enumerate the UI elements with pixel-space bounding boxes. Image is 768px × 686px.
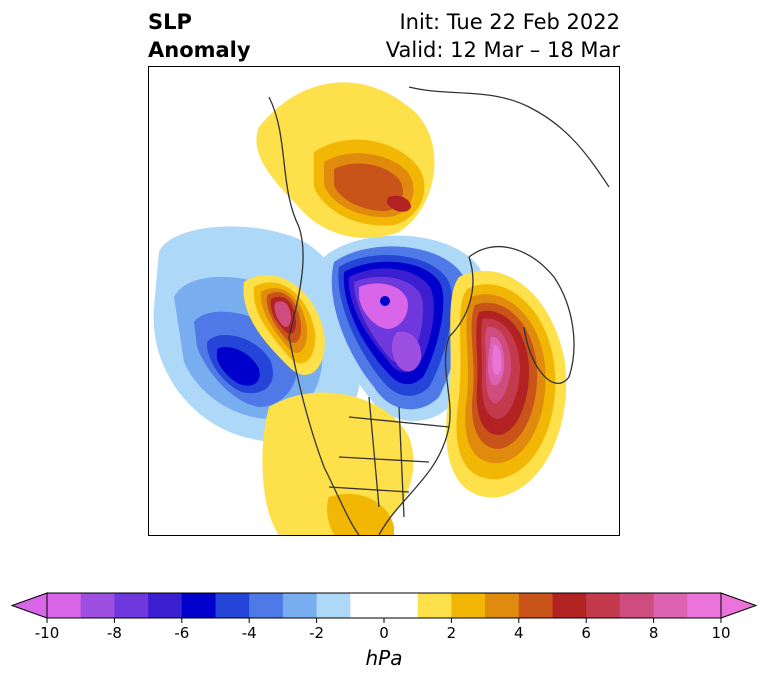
init-date: Init: Tue 22 Feb 2022 <box>399 10 620 34</box>
colorbar-cell <box>653 593 688 618</box>
colorbar-cell <box>417 593 452 618</box>
title-line-anomaly: Anomaly <box>148 38 251 62</box>
colorbar-cell <box>350 593 385 618</box>
map-svg <box>153 82 610 535</box>
colorbar-cell <box>282 593 318 618</box>
colorbar-cell <box>518 593 553 618</box>
colorbar-cell <box>249 593 284 618</box>
colorbar-tick-label: -4 <box>242 624 257 640</box>
colorbar-tick-label: -8 <box>107 624 122 640</box>
scandinavia-high <box>256 82 435 238</box>
colorbar-cell <box>316 593 351 618</box>
colorbar-cell <box>80 593 115 618</box>
colorbar-extend-max <box>720 592 758 619</box>
colorbar-cell <box>687 593 722 618</box>
colorbar-units: hPa <box>365 646 403 670</box>
chart-title-variable: SLP Anomaly <box>148 8 251 64</box>
colorbar-cell <box>181 593 216 618</box>
colorbar-tick-label: 6 <box>581 624 591 640</box>
valid-range: Valid: 12 Mar – 18 Mar <box>385 38 620 62</box>
greenland-high <box>446 270 567 498</box>
arctic-low <box>320 235 484 421</box>
colorbar-tick-label: 4 <box>514 624 524 640</box>
colorbar-cell <box>451 593 486 618</box>
colorbar-cell <box>586 593 621 618</box>
conus-ridge <box>262 392 414 535</box>
colorbar-cell <box>215 593 250 618</box>
alaska-high <box>243 275 325 375</box>
colorbar-tick-label: 2 <box>447 624 457 640</box>
colorbar-extend-min <box>10 592 48 619</box>
colorbar-cell <box>47 593 82 618</box>
colorbar-cell <box>485 593 520 618</box>
colorbar-tick-label: 0 <box>379 624 389 640</box>
map-panel <box>148 66 620 536</box>
colorbar-cell <box>552 593 587 618</box>
colorbar-ticks: -10 -8 -6 -4 -2 0 2 4 6 8 10 <box>35 618 731 640</box>
coastlines <box>268 86 610 535</box>
colorbar-cell <box>384 593 419 618</box>
colorbar-tick-label: -6 <box>174 624 189 640</box>
colorbar-cell <box>114 593 149 618</box>
colorbar-tick-label: -10 <box>35 624 60 640</box>
colorbar-tick-label: 10 <box>711 624 730 640</box>
colorbar-tick-label: 8 <box>649 624 659 640</box>
chart-title-dates: Init: Tue 22 Feb 2022 Valid: 12 Mar – 18… <box>386 8 620 64</box>
colorbar-cell <box>619 593 655 618</box>
colorbar-tick-label: -2 <box>309 624 324 640</box>
colorbar: -10 -8 -6 -4 -2 0 2 4 6 8 10 <box>10 592 758 640</box>
colorbar-cells <box>10 592 758 619</box>
title-line-slp: SLP <box>148 10 192 34</box>
colorbar-cell <box>148 593 183 618</box>
